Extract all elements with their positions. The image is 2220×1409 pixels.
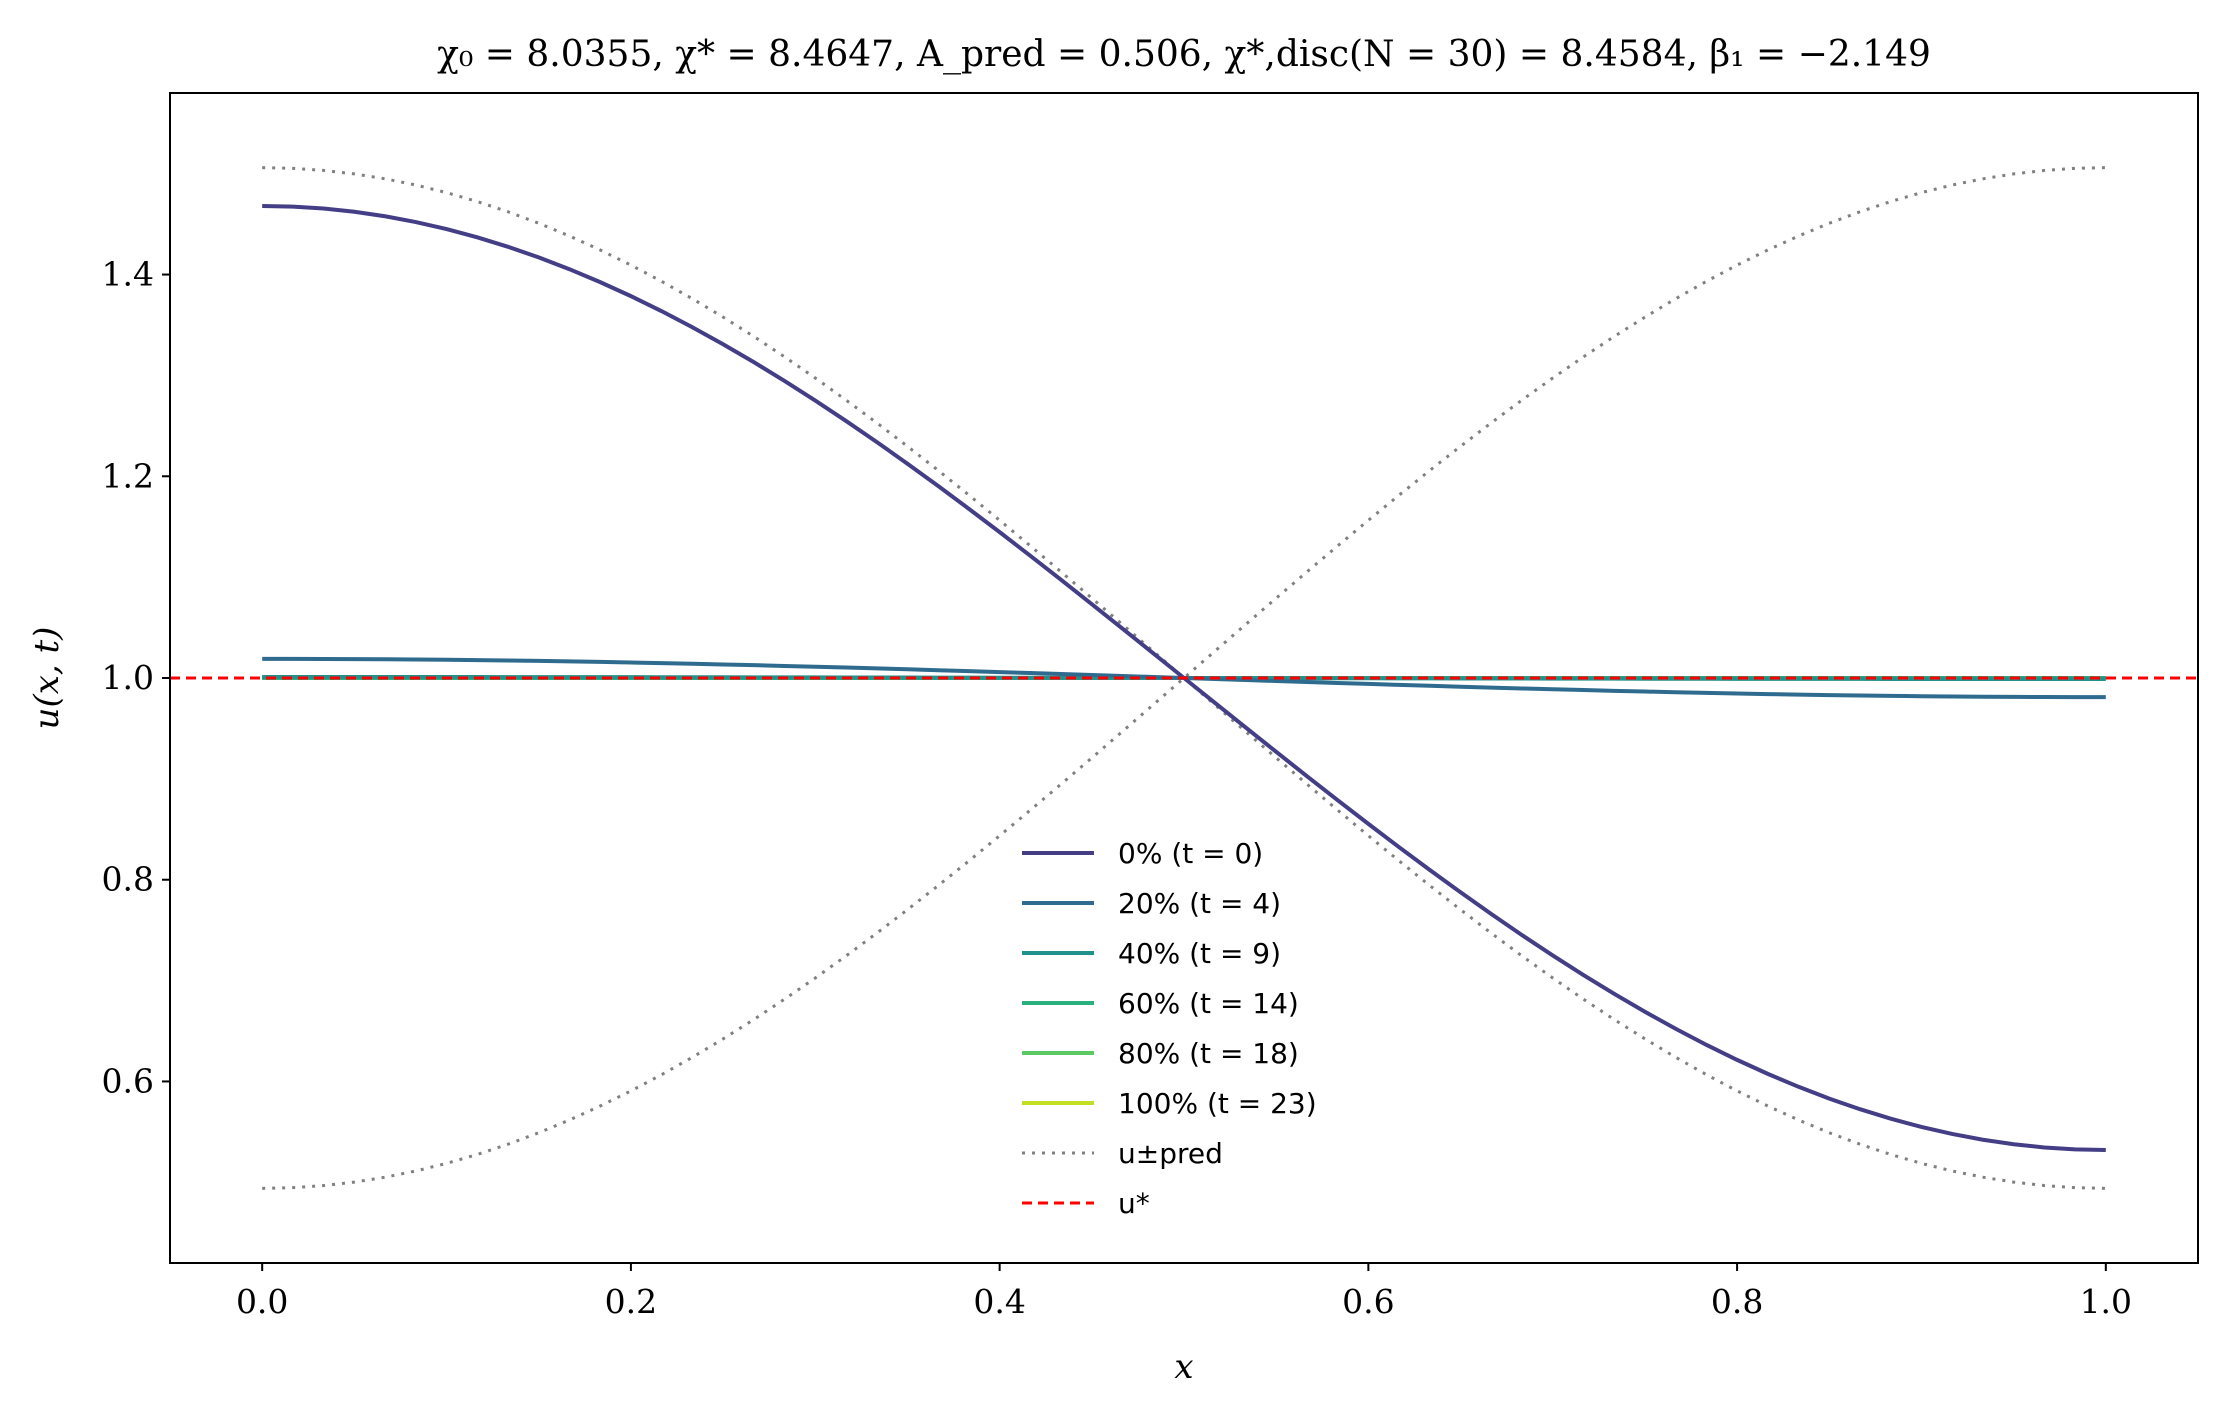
legend: 0% (t = 0) 20% (t = 4) 40% (t = 9) 60% (t =…: [1022, 837, 1317, 1220]
legend-label: u*: [1118, 1187, 1150, 1220]
legend-label: u±pred: [1118, 1137, 1223, 1170]
legend-label: 100% (t = 23): [1118, 1087, 1317, 1120]
legend-label: 40% (t = 9): [1118, 937, 1281, 970]
legend-label: 20% (t = 4): [1118, 887, 1281, 920]
legend-label: 0% (t = 0): [1118, 837, 1263, 870]
x-tick-label: 0.0: [236, 1282, 288, 1321]
y-ticks: 0.6 0.8 1.0 1.2 1.4: [102, 255, 170, 1100]
y-tick-label: 0.6: [102, 1061, 154, 1100]
x-tick-label: 1.0: [2080, 1282, 2132, 1321]
y-axis-label: u(x, t): [27, 627, 67, 730]
x-axis-label: x: [1174, 1347, 1193, 1387]
chart-title: χ₀ = 8.0355, χ* = 8.4647, A_pred = 0.506…: [437, 34, 1931, 75]
y-tick-label: 1.0: [102, 658, 154, 697]
x-ticks: 0.0 0.2 0.4 0.6 0.8 1.0: [236, 1263, 2132, 1321]
y-tick-label: 1.4: [102, 255, 154, 294]
x-tick-label: 0.2: [605, 1282, 657, 1321]
series-layer: [170, 166, 2198, 1190]
x-tick-label: 0.4: [973, 1282, 1025, 1321]
y-tick-label: 0.8: [102, 860, 154, 899]
legend-label: 80% (t = 18): [1118, 1037, 1299, 1070]
x-tick-label: 0.8: [1711, 1282, 1763, 1321]
legend-label: 60% (t = 14): [1118, 987, 1299, 1020]
y-tick-label: 1.2: [102, 456, 154, 495]
x-tick-label: 0.6: [1342, 1282, 1394, 1321]
